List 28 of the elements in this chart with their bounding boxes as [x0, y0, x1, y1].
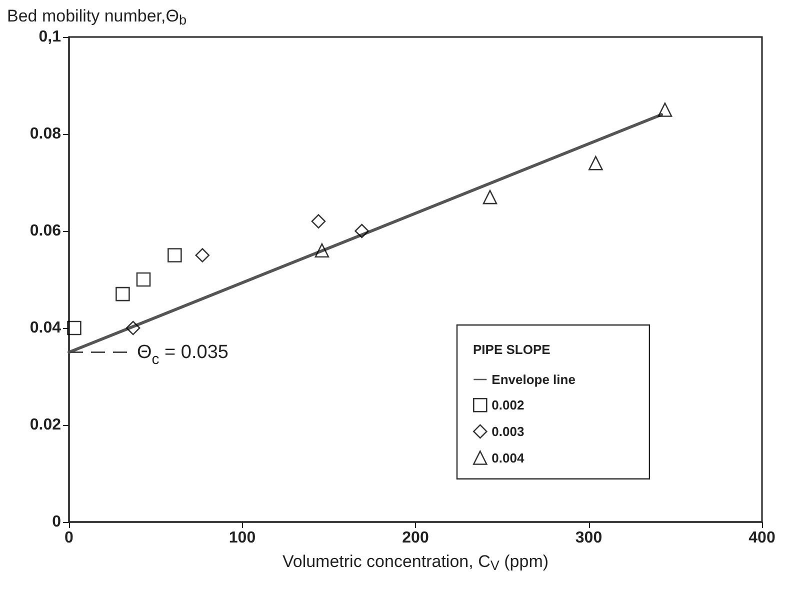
- point: [482, 190, 498, 204]
- legend-title: PIPE SLOPE: [473, 342, 551, 357]
- point: [195, 248, 210, 262]
- point: [311, 214, 326, 228]
- point: [658, 102, 672, 117]
- x-tick-label: 200: [402, 530, 429, 546]
- point: [588, 156, 603, 170]
- x-tick-label: 400: [748, 530, 776, 546]
- legend-label: 0.003: [492, 424, 524, 439]
- y-tick-label: 0: [52, 514, 62, 530]
- point: [116, 286, 130, 302]
- legend-label: Envelope line: [492, 372, 576, 387]
- x-tick-label: 0: [64, 530, 74, 546]
- point: [354, 224, 369, 238]
- y-tick-label: 0.02: [30, 416, 62, 434]
- x-tick-label: 100: [228, 530, 256, 546]
- x-tick-label: 300: [575, 530, 602, 546]
- point: [314, 243, 330, 258]
- point: [136, 272, 151, 287]
- point: [168, 248, 182, 262]
- y-tick-label: 0.08: [30, 126, 62, 142]
- y-tick-label: 0.04: [30, 320, 62, 336]
- y-tick-label: 0.06: [30, 222, 62, 240]
- y-tick-label: 0,1: [38, 28, 62, 46]
- point: [126, 320, 140, 336]
- legend-label: 0.002: [492, 398, 524, 413]
- legend-label: 0.004: [492, 450, 525, 466]
- point: [67, 320, 82, 336]
